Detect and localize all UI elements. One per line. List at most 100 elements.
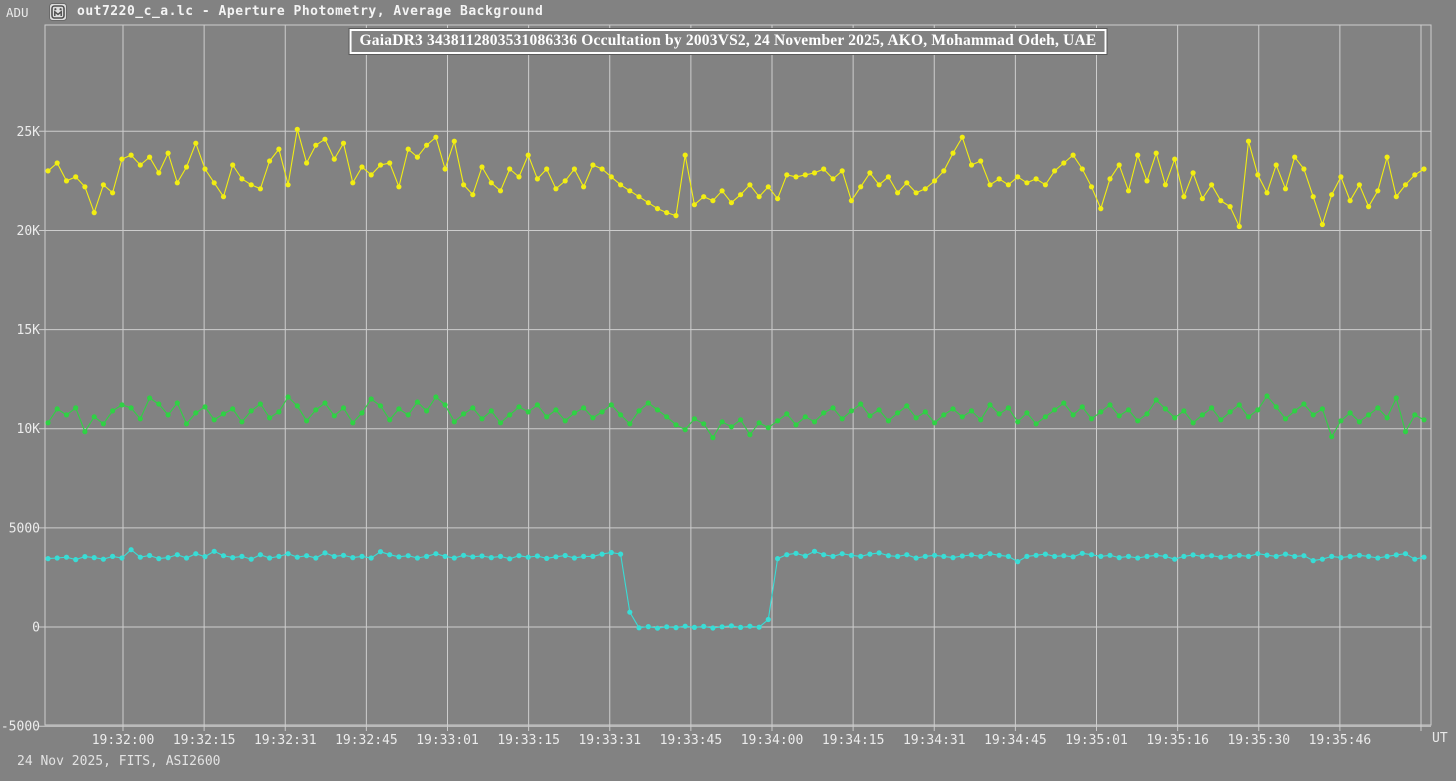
series-point-green bbox=[516, 404, 522, 410]
series-point-green bbox=[562, 418, 568, 424]
series-point-cyan bbox=[987, 551, 993, 557]
series-point-yellow bbox=[1209, 182, 1215, 188]
series-point-green bbox=[876, 407, 882, 413]
series-point-yellow bbox=[1005, 182, 1012, 188]
series-point-cyan bbox=[765, 616, 771, 623]
series-point-yellow bbox=[1227, 204, 1233, 210]
series-point-cyan bbox=[461, 552, 467, 558]
series-point-yellow bbox=[848, 198, 855, 204]
series-point-green bbox=[248, 408, 254, 414]
series-point-cyan bbox=[1209, 553, 1215, 559]
series-point-cyan bbox=[507, 556, 513, 562]
series-point-yellow bbox=[562, 178, 568, 184]
series-point-cyan bbox=[1135, 555, 1141, 561]
series-point-green bbox=[1282, 416, 1289, 422]
series-point-green bbox=[359, 410, 365, 416]
series-point-cyan bbox=[747, 623, 753, 629]
series-point-cyan bbox=[63, 554, 70, 560]
series-point-cyan bbox=[1375, 555, 1381, 561]
series-point-cyan bbox=[673, 625, 679, 631]
series-point-green bbox=[932, 420, 938, 426]
series-point-green bbox=[821, 410, 827, 416]
series-point-cyan bbox=[479, 553, 485, 559]
series-point-cyan bbox=[821, 552, 827, 558]
series-point-green bbox=[654, 407, 661, 413]
series-point-green bbox=[839, 416, 845, 422]
series-point-green bbox=[1190, 420, 1196, 426]
series-point-cyan bbox=[1412, 556, 1418, 562]
series-point-cyan bbox=[775, 556, 781, 562]
series-line-yellow bbox=[47, 129, 1425, 229]
series-point-green bbox=[691, 416, 698, 422]
series-point-cyan bbox=[1236, 552, 1242, 558]
series-point-yellow bbox=[220, 194, 227, 200]
series-point-cyan bbox=[211, 548, 217, 554]
series-point-cyan bbox=[848, 552, 855, 558]
series-point-cyan bbox=[913, 555, 919, 561]
series-point-yellow bbox=[728, 200, 735, 206]
series-point-yellow bbox=[54, 160, 60, 166]
series-point-green bbox=[1356, 419, 1362, 425]
recording-info-label: 24 Nov 2025, FITS, ASI2600 bbox=[17, 754, 221, 769]
y-tick-label: 10K bbox=[17, 422, 41, 437]
series-point-cyan bbox=[590, 553, 596, 560]
series-point-yellow bbox=[230, 162, 236, 168]
series-point-cyan bbox=[858, 553, 864, 560]
series-point-yellow bbox=[350, 180, 356, 186]
series-point-yellow bbox=[544, 166, 550, 172]
series-point-cyan bbox=[54, 555, 60, 561]
series-point-yellow bbox=[165, 150, 171, 156]
series-point-cyan bbox=[1052, 553, 1058, 560]
series-point-cyan bbox=[876, 550, 882, 556]
series-point-cyan bbox=[1088, 552, 1095, 558]
series-point-yellow bbox=[451, 138, 457, 144]
series-point-green bbox=[1347, 410, 1353, 416]
x-tick-label: 19:32:00 bbox=[92, 733, 155, 748]
series-point-yellow bbox=[396, 184, 402, 190]
series-point-yellow bbox=[110, 190, 116, 196]
series-point-yellow bbox=[811, 170, 818, 176]
series-point-cyan bbox=[1347, 553, 1353, 560]
series-point-yellow bbox=[1255, 172, 1261, 178]
x-tick-label: 19:34:15 bbox=[822, 733, 885, 748]
series-point-green bbox=[1162, 406, 1168, 412]
series-point-cyan bbox=[174, 552, 180, 558]
series-point-green bbox=[747, 432, 753, 438]
series-point-green bbox=[100, 421, 106, 427]
series-point-green bbox=[941, 412, 947, 418]
series-point-yellow bbox=[1245, 138, 1252, 144]
series-point-green bbox=[544, 414, 550, 420]
series-point-green bbox=[507, 412, 513, 418]
series-point-green bbox=[1144, 411, 1150, 417]
series-point-yellow bbox=[294, 126, 300, 132]
series-point-cyan bbox=[664, 624, 670, 630]
series-point-cyan bbox=[562, 552, 568, 559]
series-point-green bbox=[1338, 418, 1344, 424]
series-point-cyan bbox=[728, 623, 735, 629]
series-point-yellow bbox=[553, 186, 559, 192]
series-point-green bbox=[128, 405, 134, 411]
series-point-cyan bbox=[784, 552, 790, 558]
x-tick-label: 19:34:00 bbox=[741, 733, 804, 748]
series-point-yellow bbox=[45, 168, 51, 174]
series-point-yellow bbox=[1199, 196, 1205, 202]
series-point-cyan bbox=[165, 555, 171, 561]
series-point-yellow bbox=[885, 174, 892, 180]
series-point-cyan bbox=[1292, 553, 1298, 560]
series-point-green bbox=[1227, 409, 1233, 415]
series-point-green bbox=[202, 404, 208, 410]
series-point-yellow bbox=[1024, 180, 1030, 186]
series-point-yellow bbox=[913, 190, 919, 196]
series-line-cyan bbox=[47, 548, 1425, 629]
series-point-yellow bbox=[1264, 190, 1270, 196]
series-point-yellow bbox=[525, 152, 531, 158]
series-point-cyan bbox=[1402, 551, 1409, 557]
series-point-yellow bbox=[1107, 176, 1113, 182]
series-point-cyan bbox=[553, 554, 559, 560]
series-point-yellow bbox=[479, 164, 485, 170]
window-title: out7220_c_a.lc - Aperture Photometry, Av… bbox=[77, 4, 544, 19]
series-point-cyan bbox=[1107, 552, 1113, 558]
series-point-green bbox=[488, 408, 494, 414]
series-point-green bbox=[673, 422, 679, 428]
